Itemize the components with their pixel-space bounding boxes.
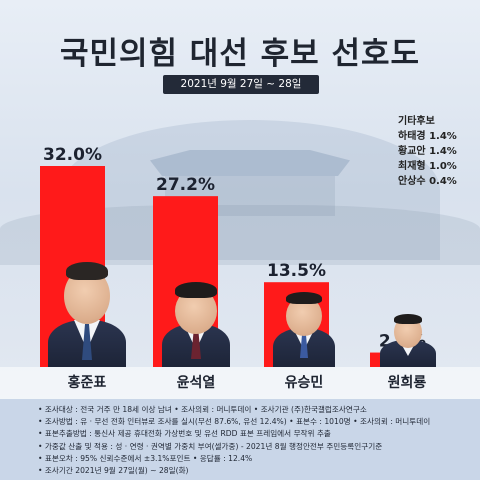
bar-value-label: 32.0% — [43, 145, 102, 165]
candidate-name-label: 유승민 — [284, 375, 324, 391]
other-candidate-item: 황교안 1.4% — [398, 146, 457, 157]
survey-note: • 표본추출방법 : 통신사 제공 휴대전화 가상번호 및 유선 RDD 표본 … — [38, 429, 331, 439]
other-candidate-item: 안상수 0.4% — [398, 176, 457, 187]
photo-hong-icon — [44, 258, 130, 367]
bar-value-label: 13.5% — [267, 261, 326, 281]
background-hill — [60, 120, 440, 260]
candidate-name-label: 원희룡 — [387, 375, 427, 391]
photo-yoo-icon — [270, 290, 338, 367]
date-range-badge: 2021년 9월 27일 ~ 28일 — [163, 75, 319, 94]
survey-note: • 표본오차 : 95% 신뢰수준에서 ±3.1%포인트 • 응답률 : 12.… — [38, 453, 253, 463]
background-building-roof — [150, 150, 350, 176]
candidate-name-label: 윤석열 — [176, 375, 216, 391]
survey-note: • 조사대상 : 전국 거주 만 18세 이상 남녀 • 조사의뢰 : 머니투데… — [38, 405, 367, 414]
survey-note: • 조사방법 : 유 · 무선 전화 인터뷰로 조사를 실시(무선 87.6%,… — [38, 417, 431, 427]
other-candidate-item: 하태경 1.4% — [398, 131, 457, 142]
survey-notes: • 조사대상 : 전국 거주 만 18세 이상 남녀 • 조사의뢰 : 머니투데… — [0, 399, 480, 480]
survey-note: • 가중값 산출 및 적용 : 성 · 연령 · 권역별 가중치 부여(셀가중)… — [38, 441, 383, 451]
other-candidates-title: 기타후보 — [398, 116, 435, 127]
page-title: 국민의힘 대선 후보 선호도 — [59, 36, 421, 72]
photo-won-icon — [378, 314, 438, 367]
photo-yoon-icon — [158, 282, 234, 367]
other-candidate-item: 최재형 1.0% — [398, 161, 457, 172]
bar-value-label: 27.2% — [156, 175, 215, 195]
candidate-name-label: 홍준표 — [67, 375, 107, 391]
survey-note: • 조사기간 2021년 9월 27일(월) ~ 28일(화) — [38, 466, 189, 476]
candidate-name-band — [0, 367, 480, 399]
other-candidates-box: 기타후보 하태경 1.4% 황교안 1.4% 최재형 1.0% 안상수 0.4% — [398, 114, 478, 189]
